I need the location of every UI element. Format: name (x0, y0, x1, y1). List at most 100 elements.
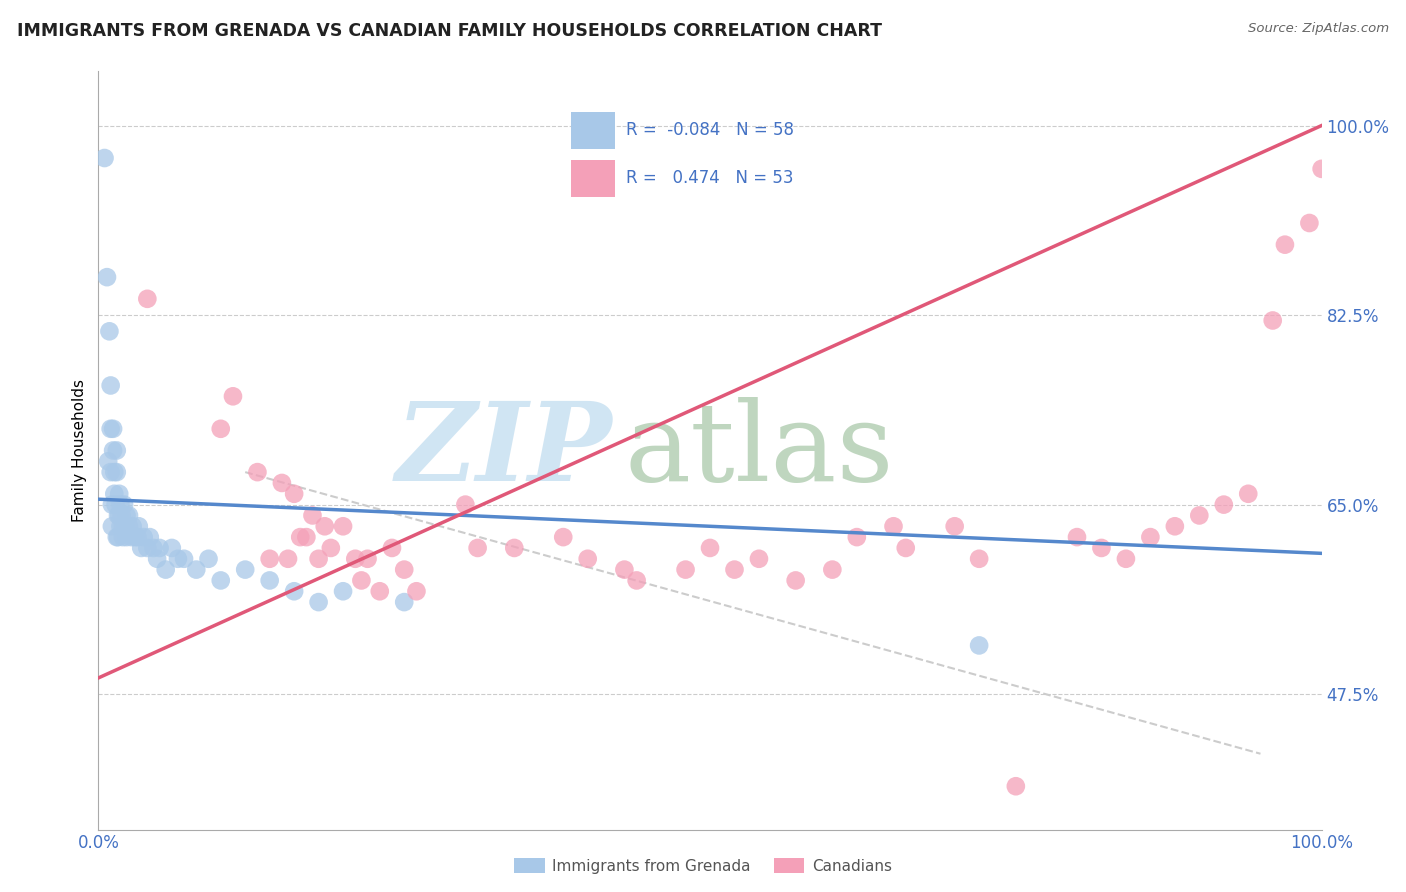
Point (405, 584, 427, 599)
Point (114, 519, 136, 533)
Point (100, 378, 122, 392)
Point (675, 563, 697, 577)
Point (128, 519, 150, 533)
Point (277, 551, 299, 566)
Point (503, 541, 526, 555)
Point (368, 584, 391, 599)
Point (124, 530, 146, 544)
Point (209, 422, 232, 436)
Point (1298, 216, 1320, 230)
Point (107, 508, 129, 523)
Point (129, 541, 152, 555)
Point (295, 530, 318, 544)
Point (613, 563, 636, 577)
Point (1090, 541, 1112, 555)
Point (332, 519, 354, 533)
Point (1164, 519, 1187, 533)
Point (1188, 508, 1211, 523)
Point (748, 551, 770, 566)
Point (105, 530, 128, 544)
Point (139, 530, 162, 544)
Point (101, 498, 124, 512)
Point (118, 519, 141, 533)
Point (308, 551, 330, 566)
Point (314, 519, 336, 533)
Point (118, 508, 141, 523)
Point (160, 541, 183, 555)
Point (1115, 551, 1137, 566)
Point (344, 551, 367, 566)
Point (107, 530, 129, 544)
Point (845, 530, 868, 544)
Point (392, 595, 416, 609)
Point (142, 541, 165, 555)
Point (108, 487, 131, 501)
Point (98, 324, 121, 338)
Point (93, 151, 115, 165)
Y-axis label: Family Households: Family Households (72, 379, 87, 522)
Point (301, 508, 323, 523)
Point (576, 551, 599, 566)
Point (146, 551, 169, 566)
Point (967, 551, 990, 566)
Point (308, 595, 330, 609)
Point (96, 270, 118, 285)
Point (270, 475, 294, 490)
Point (132, 530, 155, 544)
Point (350, 574, 373, 588)
Point (100, 465, 122, 479)
Point (283, 584, 305, 599)
Point (120, 530, 142, 544)
Point (101, 443, 124, 458)
Point (1310, 161, 1333, 176)
Point (167, 551, 190, 566)
Point (110, 519, 132, 533)
Point (121, 519, 143, 533)
Point (332, 584, 354, 599)
Point (112, 498, 135, 512)
Point (1004, 779, 1026, 793)
Point (97, 454, 120, 468)
Point (103, 465, 125, 479)
Point (103, 487, 125, 501)
Point (785, 574, 807, 588)
Text: Source: ZipAtlas.com: Source: ZipAtlas.com (1249, 22, 1389, 36)
Point (101, 519, 124, 533)
Point (127, 530, 149, 544)
Point (233, 563, 256, 577)
Point (1066, 530, 1088, 544)
Point (699, 541, 721, 555)
Point (967, 639, 990, 653)
Point (1237, 487, 1260, 501)
Point (319, 541, 342, 555)
Point (259, 574, 281, 588)
Point (290, 530, 312, 544)
Text: ZIP: ZIP (395, 397, 612, 504)
Point (246, 465, 269, 479)
Point (454, 498, 477, 512)
Point (100, 422, 122, 436)
Point (723, 563, 745, 577)
Point (821, 563, 844, 577)
Point (111, 519, 134, 533)
Point (356, 551, 378, 566)
Point (108, 508, 131, 523)
Legend: Immigrants from Grenada, Canadians: Immigrants from Grenada, Canadians (508, 852, 898, 880)
Point (197, 551, 219, 566)
Point (209, 574, 232, 588)
Point (186, 563, 208, 577)
Point (105, 465, 128, 479)
Point (467, 541, 489, 555)
Point (1212, 498, 1234, 512)
Point (283, 487, 305, 501)
Point (111, 508, 134, 523)
Point (553, 530, 575, 544)
Point (101, 422, 124, 436)
Point (104, 498, 127, 512)
Point (894, 541, 917, 555)
Point (149, 541, 172, 555)
Point (381, 541, 404, 555)
Point (115, 530, 138, 544)
Point (222, 389, 245, 403)
Point (1261, 313, 1284, 327)
